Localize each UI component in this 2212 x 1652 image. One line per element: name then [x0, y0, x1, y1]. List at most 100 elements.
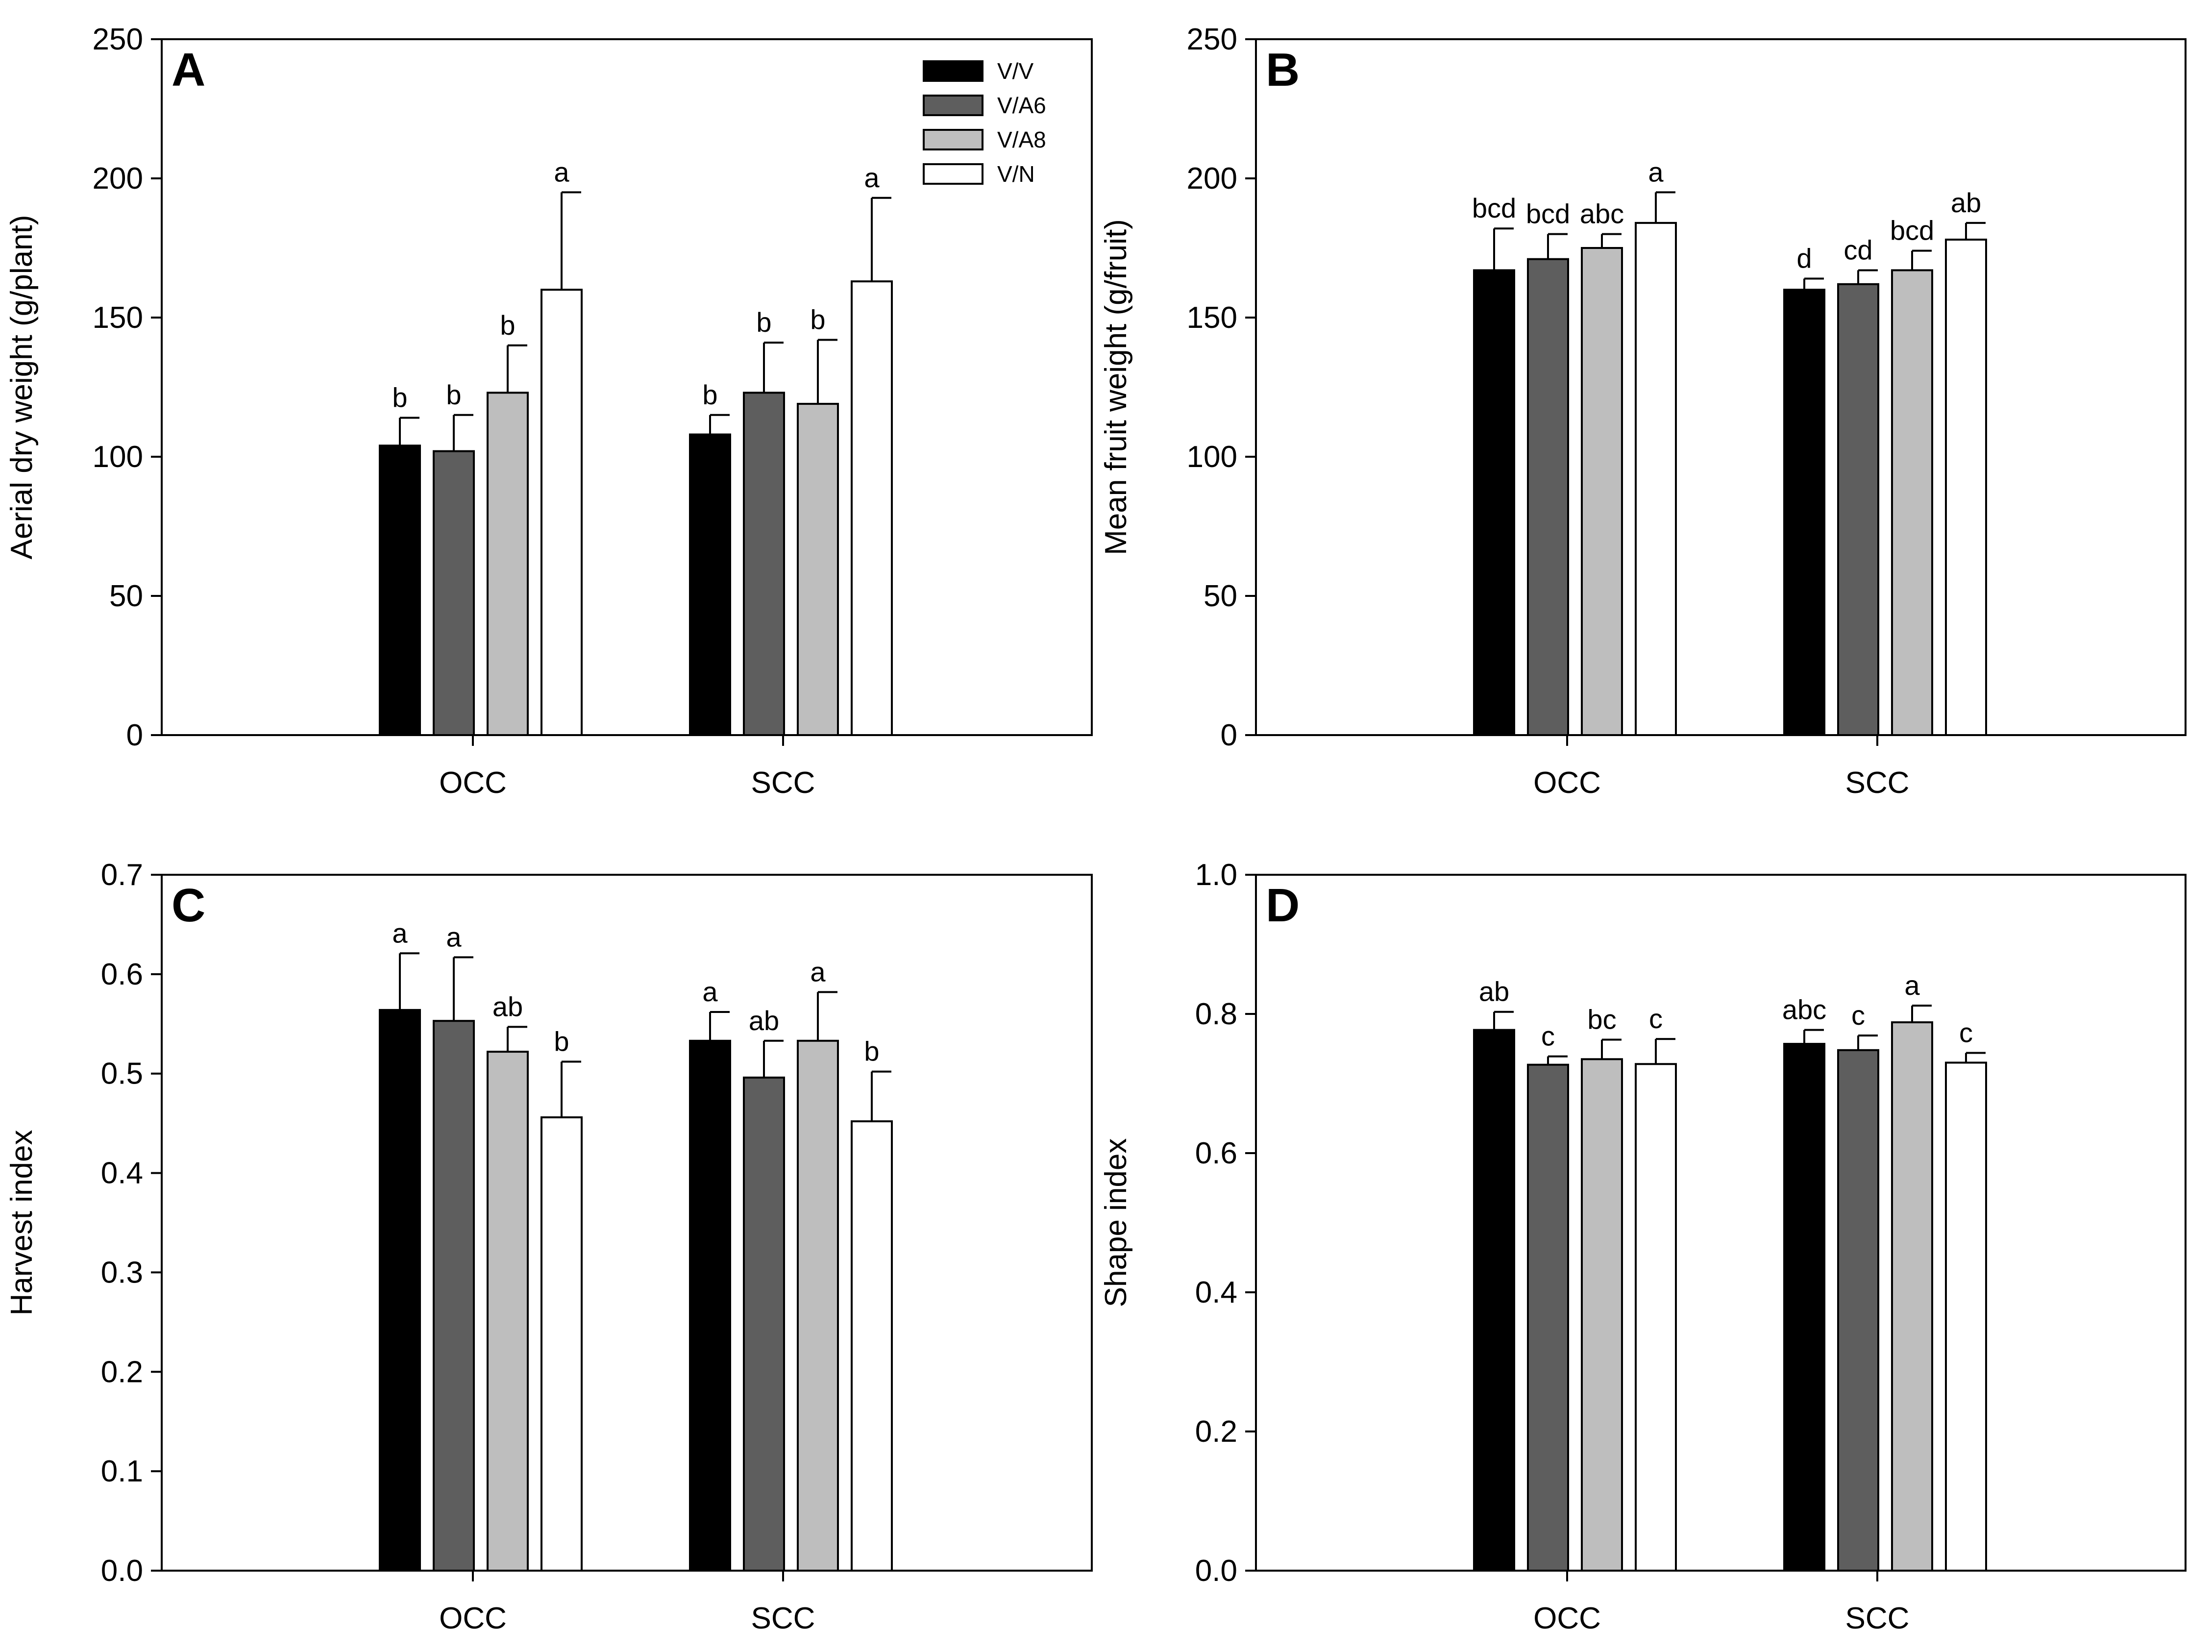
panel-letter: C [172, 879, 205, 932]
significance-letter: b [864, 1036, 879, 1067]
significance-letter: d [1796, 243, 1812, 273]
y-tick-label: 0.2 [1195, 1415, 1237, 1449]
significance-letter: b [554, 1026, 569, 1057]
bar [689, 1039, 731, 1572]
y-axis-title: Aerial dry weight (g/plant) [5, 215, 39, 560]
x-tick-label: SCC [751, 1602, 815, 1635]
bar [541, 1116, 583, 1572]
significance-letter: bcd [1890, 215, 1934, 246]
legend-swatch [923, 163, 983, 185]
y-tick-label: 50 [109, 579, 143, 613]
significance-letter: bcd [1472, 193, 1516, 223]
significance-letter: b [702, 379, 717, 410]
plot-frame [1255, 874, 2187, 1572]
bar [379, 444, 421, 736]
significance-letter: c [1649, 1003, 1663, 1034]
bar [797, 403, 839, 736]
bar [689, 433, 731, 736]
panel-c: C 0.0 0.1 0.2 0.3 0.4 0.5 0.6 0.7 Harvest index OC… [5, 858, 1093, 1635]
panel-letter: A [172, 44, 205, 96]
bar [1945, 238, 1987, 736]
significance-letter: a [392, 917, 408, 948]
y-tick-label: 0.2 [101, 1355, 143, 1389]
x-tick-label: OCC [1533, 1602, 1601, 1635]
y-tick-label: 0.6 [101, 958, 143, 991]
bar [743, 1076, 785, 1572]
significance-letter: a [554, 156, 569, 187]
y-tick-label: 250 [1187, 23, 1237, 56]
y-tick-label: 250 [93, 23, 143, 56]
y-axis-title: Shape index [1099, 1138, 1133, 1307]
bar [1945, 1061, 1987, 1572]
bar [433, 450, 475, 736]
bar [797, 1039, 839, 1572]
bar [1527, 258, 1569, 736]
significance-letter: ab [492, 991, 523, 1022]
x-tick-label: SCC [1845, 1602, 1910, 1635]
significance-letter: b [810, 304, 825, 335]
significance-letter: c [1959, 1017, 1973, 1048]
bar [379, 1009, 421, 1572]
bar [433, 1020, 475, 1572]
legend: V/V V/A6 V/A8 V/N [923, 58, 1046, 187]
bar [1837, 1049, 1879, 1572]
y-tick-label: 200 [93, 162, 143, 196]
legend-swatch [923, 60, 983, 82]
x-tick-label: OCC [439, 766, 507, 800]
x-tick-label: OCC [1533, 766, 1601, 800]
bar [743, 392, 785, 736]
y-tick-label: 200 [1187, 162, 1237, 196]
panel-b: B 0 50 100 150 200 250 Mean fruit weight (g/fru… [1099, 23, 2187, 800]
significance-letter: a [864, 162, 880, 193]
significance-letter: b [392, 382, 407, 413]
significance-letter: ab [749, 1005, 779, 1036]
x-tick-label: SCC [751, 766, 815, 800]
significance-letter: bcd [1526, 198, 1570, 229]
y-tick-label: 150 [93, 301, 143, 335]
bar [1635, 1063, 1677, 1572]
panel-letter: B [1266, 44, 1300, 96]
bar [1891, 269, 1933, 736]
y-tick-label: 0.0 [1195, 1554, 1237, 1588]
y-axis-title: Harvest index [5, 1130, 39, 1315]
bar [1581, 1058, 1623, 1572]
bar [1527, 1063, 1569, 1572]
significance-letter: a [1648, 156, 1664, 187]
legend-label: V/N [997, 161, 1035, 187]
bar [1837, 283, 1879, 736]
y-tick-label: 0.6 [1195, 1136, 1237, 1170]
y-tick-label: 0 [126, 718, 143, 752]
significance-letter: c [1541, 1021, 1555, 1052]
significance-letter: b [500, 310, 515, 341]
y-tick-label: 100 [1187, 440, 1237, 474]
y-tick-label: 50 [1204, 579, 1237, 613]
significance-letter: abc [1580, 198, 1624, 229]
y-tick-label: 0.1 [101, 1455, 143, 1488]
bar [851, 280, 893, 736]
y-tick-label: 0.5 [101, 1057, 143, 1091]
significance-letter: bc [1587, 1004, 1616, 1035]
y-axis-title: Mean fruit weight (g/fruit) [1099, 219, 1133, 555]
plot-frame [161, 38, 1093, 736]
y-tick-label: 0.7 [101, 858, 143, 892]
bar [1581, 247, 1623, 736]
bar [487, 1051, 529, 1572]
y-tick-label: 0.4 [101, 1157, 143, 1190]
bar [1473, 1029, 1515, 1572]
significance-letter: a [446, 921, 462, 952]
significance-letter: c [1851, 1000, 1865, 1031]
legend-label: V/A8 [997, 127, 1046, 152]
panel-a: A 0 50 100 150 200 250 Aerial dry weight (g/pla… [5, 23, 1093, 800]
bar [541, 289, 583, 736]
x-tick-label: SCC [1845, 766, 1910, 800]
plot-frame [1255, 38, 2187, 736]
y-tick-label: 100 [93, 440, 143, 474]
y-tick-label: 0 [1221, 718, 1237, 752]
legend-label: V/V [997, 58, 1033, 84]
bar [1635, 222, 1677, 736]
significance-letter: b [756, 307, 771, 338]
significance-letter: abc [1782, 994, 1826, 1025]
panel-letter: D [1266, 879, 1300, 932]
significance-letter: cd [1843, 234, 1872, 265]
